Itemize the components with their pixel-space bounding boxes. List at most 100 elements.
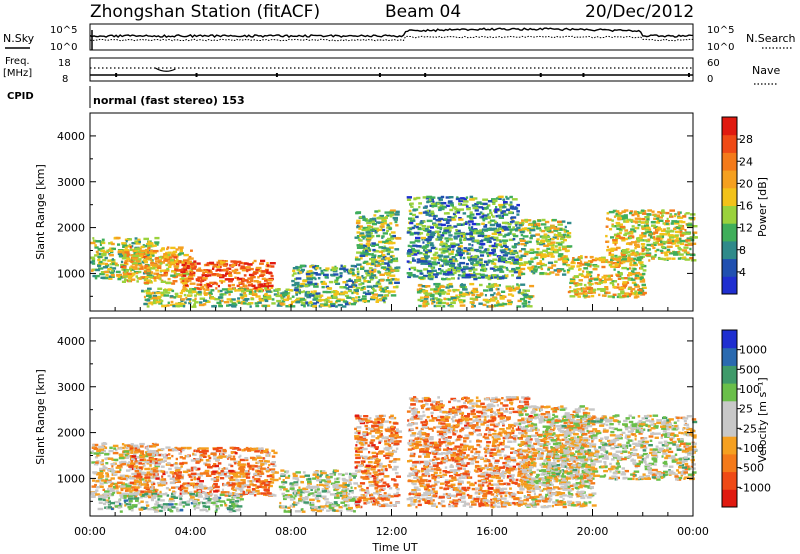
data-cell	[534, 256, 539, 259]
data-cell	[96, 460, 100, 463]
data-cell	[439, 292, 446, 295]
data-cell	[195, 482, 198, 486]
data-cell	[484, 294, 487, 297]
data-cell	[297, 271, 301, 275]
data-cell	[390, 254, 395, 258]
data-cell	[245, 473, 250, 476]
data-cell	[355, 256, 359, 259]
data-cell	[102, 467, 108, 470]
data-cell	[349, 270, 353, 274]
data-cell	[536, 238, 540, 241]
data-cell	[449, 305, 454, 308]
data-cell	[239, 454, 242, 458]
data-cell	[237, 297, 240, 300]
data-cell	[169, 295, 174, 298]
data-cell	[190, 249, 193, 252]
data-cell	[218, 455, 222, 458]
data-cell	[162, 493, 167, 496]
data-cell	[387, 225, 391, 228]
data-cell	[181, 277, 185, 280]
data-cell	[224, 260, 228, 263]
data-cell	[94, 246, 99, 249]
data-cell	[177, 295, 183, 298]
data-cell	[162, 506, 169, 509]
data-cell	[157, 461, 162, 464]
data-cell	[434, 225, 439, 228]
data-cell	[500, 210, 507, 213]
data-cell	[241, 300, 245, 304]
data-cell	[449, 245, 455, 248]
data-cell	[192, 452, 195, 456]
data-cell	[104, 264, 110, 267]
data-cell	[258, 287, 263, 291]
data-cell	[523, 299, 528, 303]
data-cell	[443, 227, 446, 230]
data-cell	[355, 280, 358, 284]
data-cell	[616, 274, 620, 277]
data-cell	[690, 259, 697, 262]
data-cell	[501, 258, 505, 262]
data-cell	[536, 222, 541, 226]
data-cell	[175, 248, 179, 251]
data-cell	[587, 281, 592, 285]
data-cell	[363, 253, 370, 256]
data-cell	[96, 253, 99, 256]
data-cell	[122, 245, 127, 248]
data-cell	[107, 503, 111, 506]
data-cell	[167, 288, 173, 291]
data-cell	[457, 263, 461, 266]
data-cell	[371, 242, 376, 245]
data-cell	[687, 242, 692, 245]
data-cell	[447, 273, 454, 276]
data-cell	[239, 466, 246, 469]
data-cell	[416, 258, 421, 261]
data-cell	[129, 476, 132, 479]
data-cell	[128, 488, 131, 492]
data-cell	[266, 304, 271, 307]
data-cell	[409, 219, 414, 223]
data-cell	[366, 240, 371, 243]
data-cell	[504, 202, 508, 205]
data-cell	[612, 293, 617, 296]
data-cell	[257, 276, 260, 279]
data-cell	[584, 263, 591, 266]
data-cell	[548, 252, 554, 256]
data-cell	[421, 246, 427, 249]
data-cell	[633, 261, 637, 265]
data-cell	[469, 211, 473, 214]
data-cell	[472, 287, 478, 291]
data-cell	[153, 264, 159, 267]
data-cell	[310, 271, 315, 274]
data-cell	[220, 470, 224, 473]
data-cell	[557, 243, 563, 246]
data-cell	[641, 227, 645, 230]
data-cell	[258, 299, 265, 302]
data-cell	[240, 475, 244, 478]
data-cell	[483, 225, 487, 228]
data-cell	[356, 251, 362, 254]
data-cell	[199, 283, 202, 286]
data-cell	[459, 283, 466, 287]
data-cell	[351, 284, 355, 287]
data-cell	[553, 248, 558, 251]
data-cell	[104, 457, 108, 460]
data-cell	[249, 480, 253, 483]
data-cell	[494, 284, 499, 287]
data-cell	[236, 276, 240, 280]
data-cell	[460, 232, 466, 235]
data-cell	[454, 253, 459, 257]
data-cell	[215, 458, 220, 462]
data-cell	[183, 253, 189, 257]
data-cell	[417, 284, 423, 287]
data-cell	[176, 263, 180, 266]
data-cell	[370, 272, 374, 276]
data-cell	[631, 225, 635, 228]
data-cell	[320, 269, 324, 273]
data-cell	[590, 290, 593, 293]
data-cell	[335, 282, 341, 285]
data-cell	[577, 295, 581, 298]
data-cell	[168, 467, 172, 471]
data-cell	[519, 230, 525, 234]
data-cell	[383, 290, 387, 293]
data-cell	[210, 297, 215, 300]
